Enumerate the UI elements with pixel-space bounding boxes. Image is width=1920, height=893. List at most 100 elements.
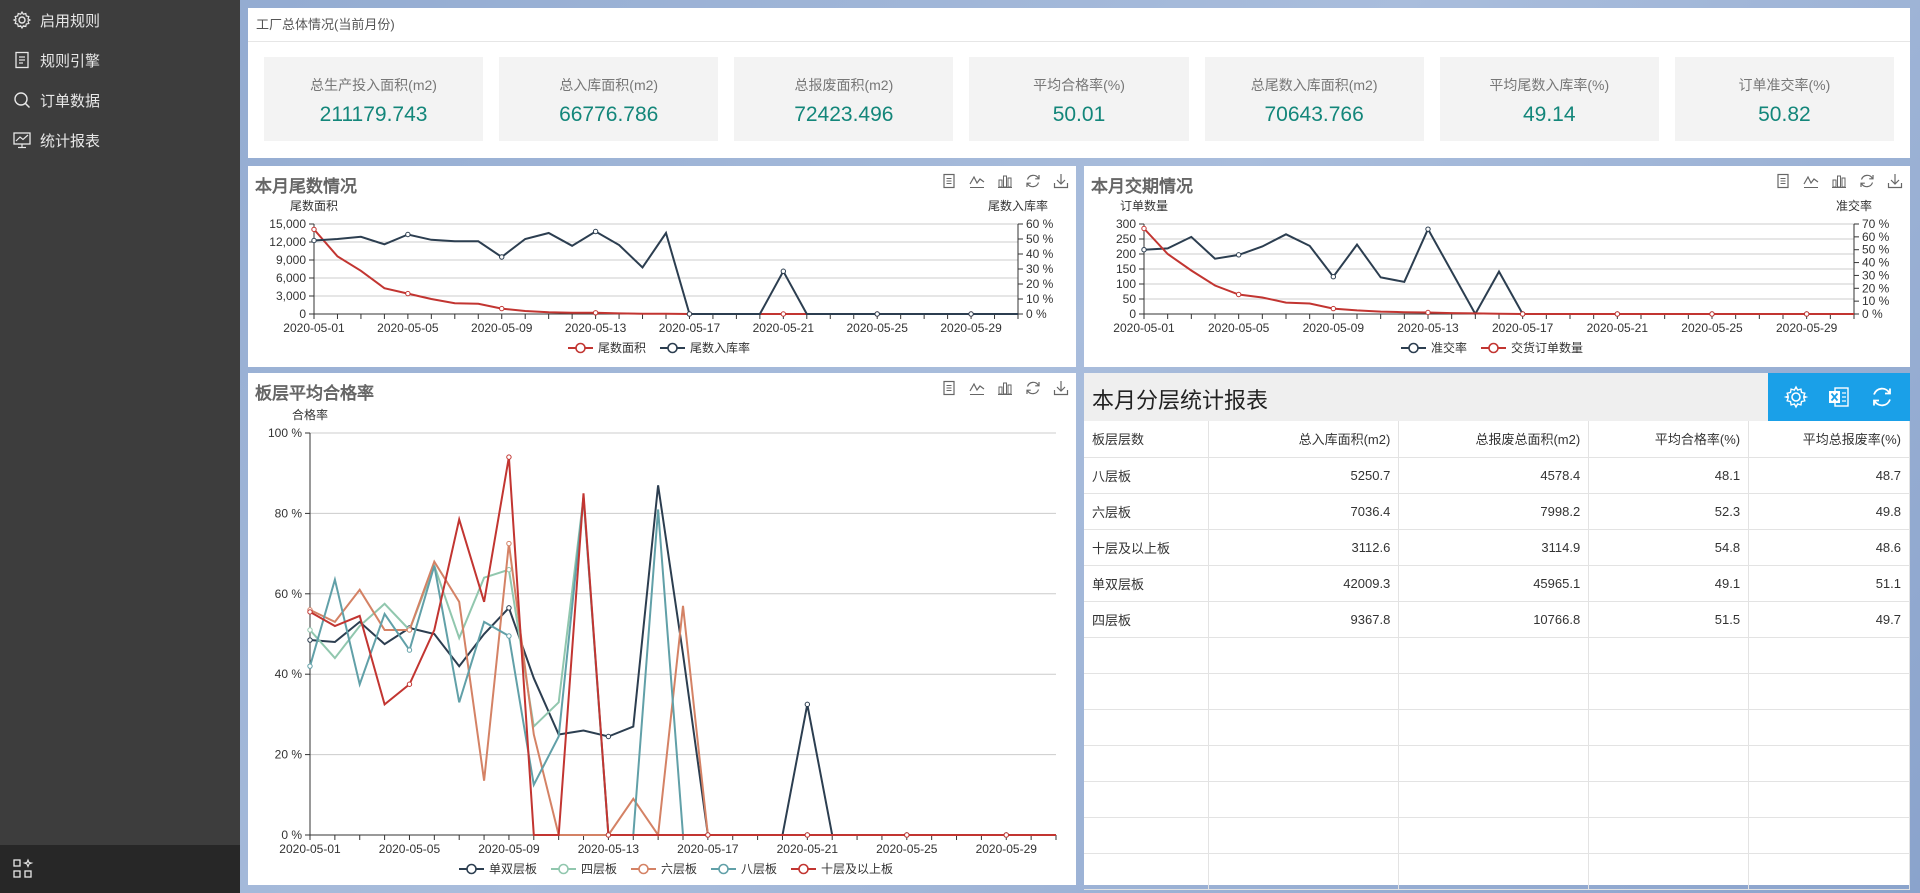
data-point (605, 733, 612, 740)
y-tick-label: 300 (1116, 217, 1136, 231)
line-chart-switch-icon[interactable] (968, 172, 986, 190)
bar-chart-switch-icon[interactable] (996, 172, 1014, 190)
download-icon[interactable] (1052, 379, 1070, 397)
empty-cell (1398, 817, 1590, 854)
bar-chart-switch-icon[interactable] (1830, 172, 1848, 190)
data-point (968, 311, 974, 317)
x-tick-label: 2020-05-17 (659, 321, 721, 335)
y2-axis-name: 尾数入库率 (988, 198, 1048, 213)
data-view-icon[interactable] (940, 379, 958, 397)
table-cell: 52.3 (1588, 493, 1750, 530)
report-title: 本月分层统计报表 (1092, 388, 1269, 413)
empty-cell (1748, 745, 1910, 782)
menu-item-enable-rules[interactable]: 启用规则 (0, 0, 240, 40)
data-point (1235, 291, 1242, 298)
empty-cell (1398, 709, 1590, 746)
data-point (1425, 226, 1431, 232)
kpi-card: 平均合格率(%) 50.01 (969, 57, 1189, 141)
empty-cell (1748, 781, 1910, 818)
empty-cell (1208, 637, 1400, 674)
table-cell: 单双层板 (1084, 565, 1210, 602)
document-icon (15, 51, 29, 69)
y-tick-label: 12,000 (269, 235, 306, 249)
excel-export-icon[interactable] (1826, 384, 1852, 410)
table-cell: 49.1 (1588, 565, 1750, 602)
data-point (406, 627, 413, 633)
column-header[interactable]: 板层层数 (1084, 421, 1210, 458)
data-point (311, 226, 317, 233)
table-row[interactable]: 单双层板 42009.3 45965.1 49.1 51.1 (1084, 565, 1910, 602)
data-point (1003, 832, 1009, 838)
table-cell: 48.1 (1588, 457, 1750, 494)
x-tick-label: 2020-05-25 (876, 842, 938, 856)
kpi-card: 平均尾数入库率(%) 49.14 (1439, 57, 1659, 141)
x-tick-label: 2020-05-13 (565, 321, 627, 335)
column-header[interactable]: 平均合格率(%) (1588, 421, 1750, 458)
menu-item-order-data[interactable]: 订单数据 (0, 80, 240, 120)
factory-summary-panel: 工厂总体情况(当前月份) 总生产投入面积(m2) 211179.743 总入库面积… (248, 8, 1910, 158)
table-cell: 3112.6 (1208, 529, 1400, 566)
column-header[interactable]: 总报废总面积(m2) (1398, 421, 1590, 458)
y2-tick-label: 20 % (1862, 281, 1890, 295)
data-point (1235, 252, 1242, 258)
table-row[interactable]: 十层及以上板 3112.6 3114.9 54.8 48.6 (1084, 529, 1910, 566)
kpi-card: 总生产投入面积(m2) 211179.743 (264, 57, 484, 141)
data-view-icon[interactable] (940, 172, 958, 190)
table-row[interactable]: 六层板 7036.4 7998.2 52.3 49.8 (1084, 493, 1910, 530)
x-tick-label: 2020-05-29 (1776, 321, 1838, 335)
table-row[interactable]: 四层板 9367.8 10766.8 51.5 49.7 (1084, 601, 1910, 638)
settings-gear-icon[interactable] (1783, 384, 1809, 410)
x-tick-label: 2020-05-09 (1303, 321, 1365, 335)
kpi-card: 总入库面积(m2) 66776.786 (499, 57, 719, 141)
y-tick-label: 40 % (275, 667, 303, 681)
y2-tick-label: 20 % (1026, 277, 1054, 291)
column-header[interactable]: 总入库面积(m2) (1208, 421, 1400, 458)
line-chart-switch-icon[interactable] (968, 379, 986, 397)
table-cell: 51.5 (1588, 601, 1750, 638)
table-cell: 7036.4 (1208, 493, 1400, 530)
refresh-icon[interactable] (1869, 384, 1895, 410)
data-point (780, 268, 787, 274)
data-point (804, 832, 811, 838)
y-tick-label: 100 (1116, 277, 1136, 291)
y-tick-label: 20 % (275, 748, 303, 762)
y-tick-label: 6,000 (276, 271, 306, 285)
chart-title: 本月交期情况 (1091, 177, 1193, 196)
data-point (406, 647, 413, 653)
restore-icon[interactable] (1858, 172, 1876, 190)
line-chart-switch-icon[interactable] (1802, 172, 1820, 190)
legend-label: 准交率 (1431, 340, 1467, 355)
table-row[interactable]: 八层板 5250.7 4578.4 48.1 48.7 (1084, 457, 1910, 494)
restore-icon[interactable] (1024, 172, 1042, 190)
x-tick-label: 2020-05-25 (847, 321, 909, 335)
data-point (506, 454, 512, 460)
table-cell: 48.6 (1748, 529, 1910, 566)
download-icon[interactable] (1052, 172, 1070, 190)
data-point (506, 605, 512, 611)
kpi-label: 总生产投入面积(m2) (310, 77, 437, 93)
summary-title: 工厂总体情况(当前月份) (248, 8, 1910, 42)
column-header[interactable]: 平均总报废率(%) (1748, 421, 1910, 458)
y-tick-label: 0 % (281, 828, 302, 842)
data-point (1803, 311, 1810, 317)
menu-item-stat-report[interactable]: 统计报表 (0, 120, 240, 160)
data-point (592, 310, 599, 316)
y-tick-label: 100 % (268, 426, 302, 440)
x-tick-label: 2020-05-21 (777, 842, 839, 856)
empty-cell (1208, 673, 1400, 710)
layer-report-panel: 本月分层统计报表 板层层数 总入库面积(m2) 总报废总面积(m2) 平均合格率(%)… (1084, 373, 1910, 890)
data-view-icon[interactable] (1774, 172, 1792, 190)
y2-tick-label: 10 % (1862, 294, 1890, 308)
empty-cell (1084, 781, 1210, 818)
y-tick-label: 200 (1116, 247, 1136, 261)
grid-star-icon[interactable] (12, 858, 34, 880)
table-cell: 9367.8 (1208, 601, 1400, 638)
kpi-label: 平均合格率(%) (1033, 77, 1125, 93)
menu-item-rule-engine[interactable]: 规则引擎 (0, 40, 240, 80)
empty-cell (1588, 853, 1750, 890)
restore-icon[interactable] (1024, 379, 1042, 397)
download-icon[interactable] (1886, 172, 1904, 190)
empty-cell (1084, 817, 1210, 854)
bar-chart-switch-icon[interactable] (996, 379, 1014, 397)
